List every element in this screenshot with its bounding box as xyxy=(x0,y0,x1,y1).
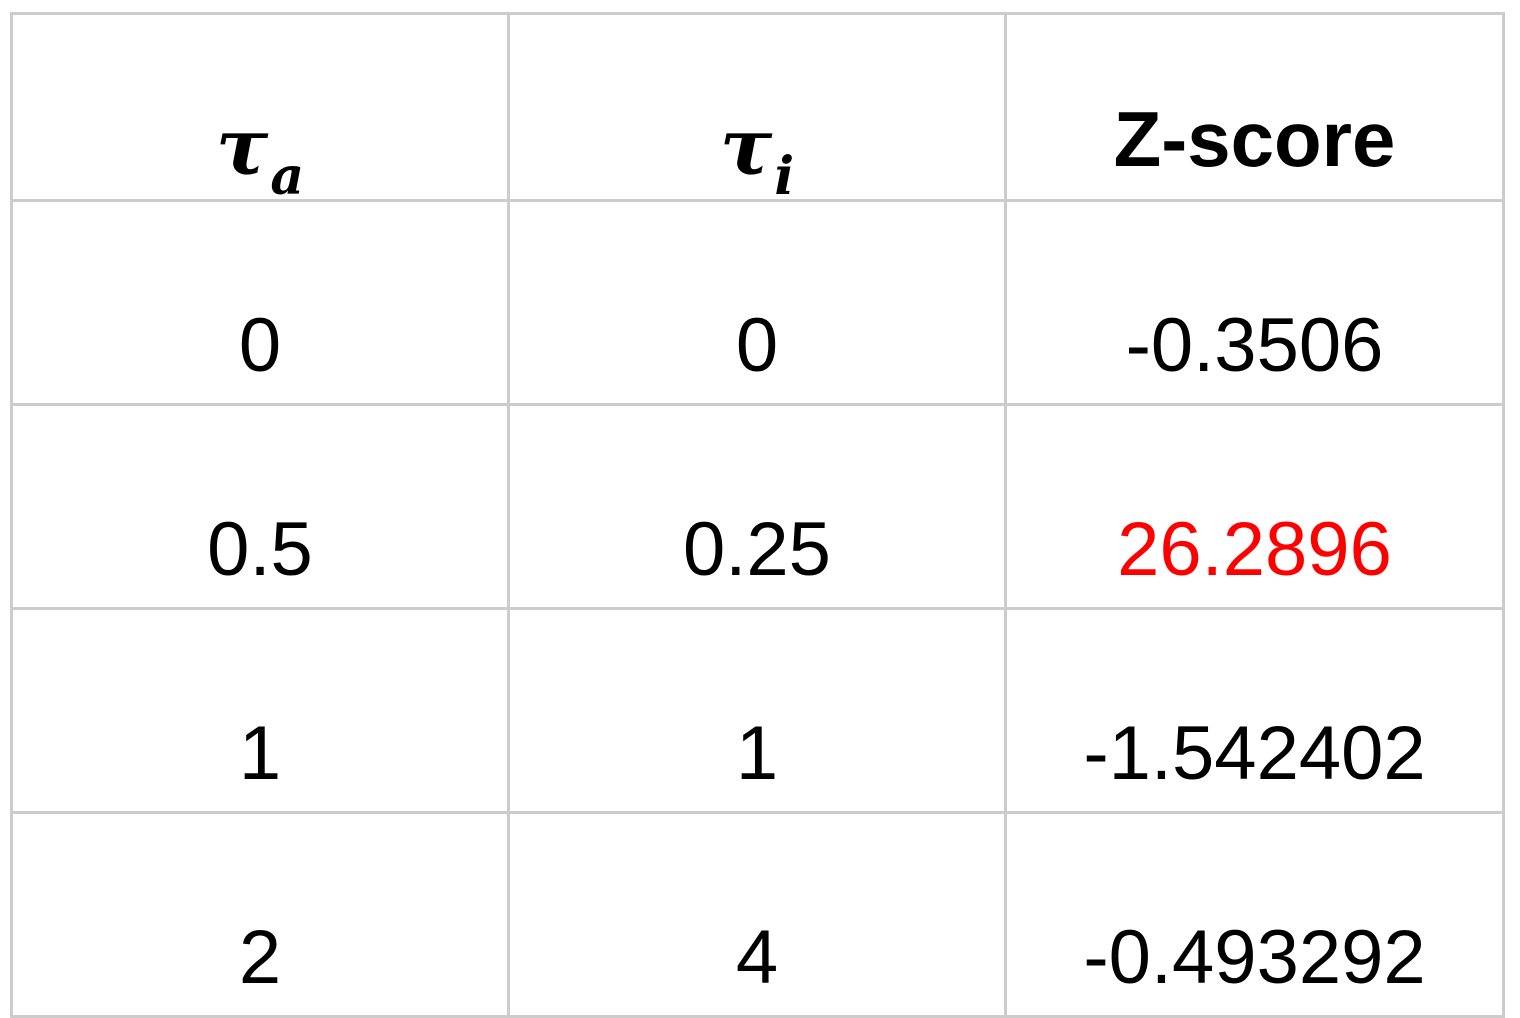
results-table-container: τa τi Z-score 0 0 -0.3506 0.5 0.25 26.28… xyxy=(10,12,1505,1018)
cell-tau-a: 0.5 xyxy=(10,403,510,610)
cell-z-score-highlighted: 26.2896 xyxy=(1004,403,1505,610)
table-row: 0 0 -0.3506 xyxy=(10,199,1505,406)
cell-tau-i: 0.25 xyxy=(507,403,1007,610)
cell-tau-a: 2 xyxy=(10,811,510,1018)
cell-tau-i: 0 xyxy=(507,199,1007,406)
cell-z-score: -0.493292 xyxy=(1004,811,1505,1018)
header-tau-i: τi xyxy=(507,12,1007,207)
cell-z-score: -0.3506 xyxy=(1004,199,1505,406)
cell-tau-i: 4 xyxy=(507,811,1007,1018)
cell-z-score: -1.542402 xyxy=(1004,607,1505,814)
table-row: 1 1 -1.542402 xyxy=(10,607,1505,814)
table-row: 2 4 -0.493292 xyxy=(10,811,1505,1018)
header-tau-a: τa xyxy=(10,12,510,207)
header-z-score: Z-score xyxy=(1004,12,1505,202)
table-row: 0.5 0.25 26.2896 xyxy=(10,403,1505,610)
cell-tau-a: 0 xyxy=(10,199,510,406)
cell-tau-i: 1 xyxy=(507,607,1007,814)
tau-i-symbol: τi xyxy=(719,102,795,207)
results-table: τa τi Z-score 0 0 -0.3506 0.5 0.25 26.28… xyxy=(10,12,1505,1018)
cell-tau-a: 1 xyxy=(10,607,510,814)
tau-a-symbol: τa xyxy=(215,102,305,207)
table-header-row: τa τi Z-score xyxy=(10,12,1505,207)
